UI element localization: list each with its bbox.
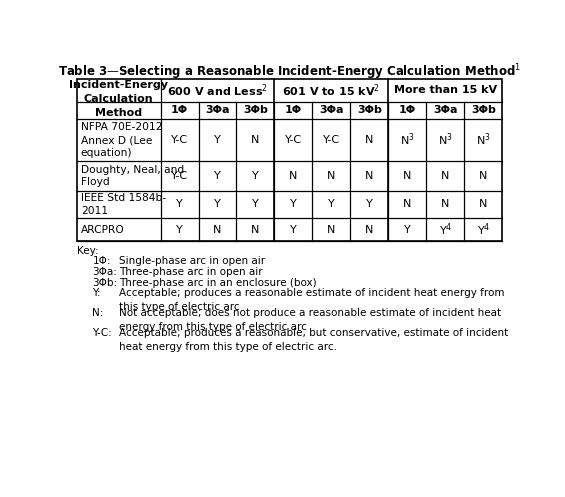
Text: Y-C:: Y-C: — [92, 329, 112, 338]
Text: Y: Y — [176, 199, 183, 209]
Text: Y-C: Y-C — [171, 171, 188, 181]
Text: Acceptable; produces a reasonable estimate of incident heat energy from
this typ: Acceptable; produces a reasonable estima… — [119, 288, 505, 312]
Text: N: N — [327, 171, 336, 181]
Text: 3Φb:: 3Φb: — [92, 277, 118, 288]
Text: 3Φb: 3Φb — [243, 105, 268, 115]
Text: N: N — [441, 199, 450, 209]
Text: Y-C: Y-C — [171, 135, 188, 145]
Text: Y: Y — [176, 225, 183, 235]
Text: 600 V and Less$^2$: 600 V and Less$^2$ — [167, 82, 268, 99]
Text: More than 15 kV: More than 15 kV — [394, 85, 497, 95]
Text: N: N — [403, 171, 411, 181]
Text: Three-phase arc in an enclosure (box): Three-phase arc in an enclosure (box) — [119, 277, 317, 288]
Text: N$^3$: N$^3$ — [400, 132, 415, 149]
Text: 3Φb: 3Φb — [471, 105, 496, 115]
Text: N: N — [403, 199, 411, 209]
Text: N: N — [441, 171, 450, 181]
Text: Y: Y — [290, 199, 297, 209]
Text: N: N — [479, 199, 488, 209]
Bar — [77, 79, 502, 242]
Text: N: N — [214, 225, 221, 235]
Text: 601 V to 15 kV$^2$: 601 V to 15 kV$^2$ — [282, 82, 380, 99]
Text: N: N — [365, 225, 373, 235]
Text: Y: Y — [252, 171, 259, 181]
Text: 3Φa: 3Φa — [205, 105, 230, 115]
Text: Y: Y — [214, 171, 221, 181]
Text: Y$^4$: Y$^4$ — [438, 222, 452, 238]
Text: 3Φb: 3Φb — [357, 105, 382, 115]
Text: 1Φ:: 1Φ: — [92, 256, 111, 266]
Text: Three-phase arc in open air: Three-phase arc in open air — [119, 267, 263, 277]
Text: Y: Y — [328, 199, 335, 209]
Text: Y$^4$: Y$^4$ — [477, 222, 490, 238]
Text: N: N — [251, 135, 260, 145]
Text: N: N — [327, 225, 336, 235]
Text: Not acceptable; does not produce a reasonable estimate of incident heat
energy f: Not acceptable; does not produce a reaso… — [119, 308, 502, 331]
Text: N: N — [289, 171, 298, 181]
Text: 3Φa: 3Φa — [319, 105, 344, 115]
Text: N: N — [251, 225, 260, 235]
Text: N$^3$: N$^3$ — [476, 132, 490, 149]
Text: Key:: Key: — [77, 246, 98, 256]
Text: Doughty, Neal, and
Floyd: Doughty, Neal, and Floyd — [81, 165, 184, 187]
Text: Table 3—Selecting a Reasonable Incident-Energy Calculation Method$^1$: Table 3—Selecting a Reasonable Incident-… — [58, 63, 521, 83]
Text: Y: Y — [404, 225, 411, 235]
Text: Y:: Y: — [92, 288, 101, 298]
Text: 3Φa: 3Φa — [433, 105, 458, 115]
Text: N: N — [479, 171, 488, 181]
Text: ARCPRO: ARCPRO — [81, 225, 124, 235]
Text: N$^3$: N$^3$ — [438, 132, 453, 149]
Text: Incident-Energy
Calculation
Method: Incident-Energy Calculation Method — [69, 80, 168, 118]
Text: IEEE Std 1584b-
2011: IEEE Std 1584b- 2011 — [81, 193, 166, 216]
Text: Y: Y — [214, 199, 221, 209]
Text: 1Φ: 1Φ — [171, 105, 188, 115]
Text: N: N — [365, 135, 373, 145]
Text: 1Φ: 1Φ — [399, 105, 416, 115]
Text: Y-C: Y-C — [285, 135, 302, 145]
Text: NFPA 70E-2012
Annex D (Lee
equation): NFPA 70E-2012 Annex D (Lee equation) — [81, 122, 162, 158]
Text: 3Φa:: 3Φa: — [92, 267, 117, 277]
Text: Y: Y — [214, 135, 221, 145]
Text: N: N — [365, 171, 373, 181]
Text: Y: Y — [366, 199, 373, 209]
Text: 1Φ: 1Φ — [285, 105, 302, 115]
Text: Acceptable; produces a reasonable, but conservative, estimate of incident
heat e: Acceptable; produces a reasonable, but c… — [119, 329, 508, 351]
Text: Y: Y — [252, 199, 259, 209]
Text: N:: N: — [92, 308, 104, 319]
Text: Y: Y — [290, 225, 297, 235]
Text: Single-phase arc in open air: Single-phase arc in open air — [119, 256, 266, 266]
Text: Y-C: Y-C — [323, 135, 340, 145]
